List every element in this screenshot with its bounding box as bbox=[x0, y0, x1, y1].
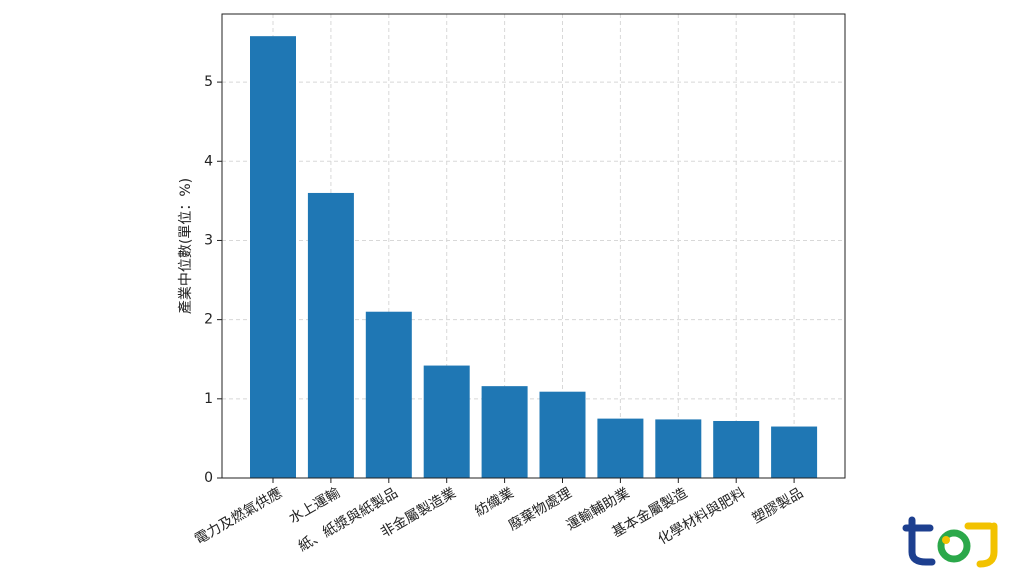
bar bbox=[307, 192, 354, 479]
x-tick-label: 紡織業 bbox=[472, 485, 516, 520]
y-tick-label: 1 bbox=[204, 391, 213, 407]
y-tick-label: 5 bbox=[204, 74, 213, 90]
bar bbox=[423, 365, 470, 478]
logo bbox=[902, 516, 998, 568]
y-tick-label: 3 bbox=[204, 232, 213, 248]
bar bbox=[365, 311, 412, 478]
x-tick-label: 電力及燃氣供應 bbox=[192, 484, 285, 548]
bar bbox=[250, 36, 296, 478]
y-axis-label: 產業中位數(單位：%) bbox=[177, 178, 194, 314]
y-tick-label: 2 bbox=[204, 312, 213, 328]
bar bbox=[597, 418, 644, 478]
bar bbox=[713, 420, 760, 478]
y-tick-label: 0 bbox=[204, 470, 213, 486]
bar bbox=[771, 426, 818, 478]
y-tick-label: 4 bbox=[204, 153, 213, 169]
x-tick-label: 紙、紙漿與紙製品 bbox=[296, 485, 401, 555]
bar bbox=[539, 391, 586, 478]
x-tick-label: 廢棄物處理 bbox=[505, 484, 574, 534]
x-tick-label: 塑膠製品 bbox=[750, 485, 806, 527]
bar bbox=[481, 386, 528, 478]
bar bbox=[655, 419, 702, 478]
plot-frame bbox=[221, 13, 846, 479]
